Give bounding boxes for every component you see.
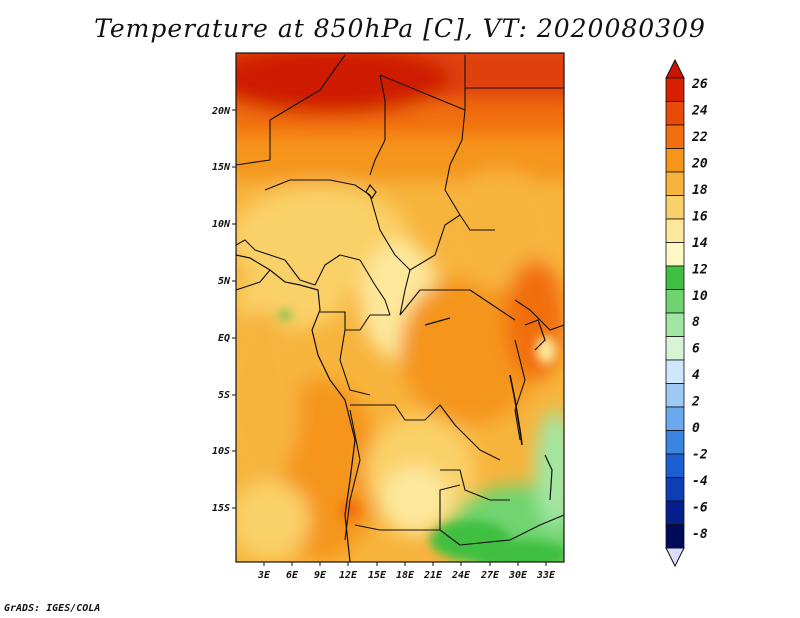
colorbar-label: 26 [691,77,708,92]
colorbar-over-triangle [665,58,685,79]
colorbar-label: 18 [692,183,708,198]
lat-tick-label: 5S [218,390,230,401]
lat-tick-label: 15S [212,503,230,514]
lon-tick-label: 9E [314,570,327,581]
colorbar-segment [665,383,685,408]
colorbar-segment [665,312,685,337]
colorbar-segment [665,336,685,361]
colorbar-segment [665,477,685,502]
colorbar-segment [665,195,685,220]
colorbar-label: 4 [692,368,700,383]
lon-tick-label: 12E [339,570,358,581]
lon-tick-label: 15E [368,570,387,581]
colorbar-label: 2 [691,395,700,410]
lon-tick-label: 3E [257,570,271,581]
lat-tick-label: 10N [212,219,231,230]
colorbar-segment [665,265,685,290]
lon-axis: 3E 6E 9E 12E 15E 18E 21E 24E 27E 30E 33E [257,562,556,581]
colorbar-segment [665,453,685,478]
colorbar-label: 16 [692,209,708,224]
lat-tick-label: 5N [218,276,231,287]
map-title: Temperature at 850hPa [C], VT: 202008030… [94,14,706,43]
lon-tick-label: 33E [536,570,556,581]
colorbar-label: -4 [692,474,708,489]
colorbar-segment [665,218,685,243]
lon-tick-label: 21E [423,570,443,581]
colorbar-label: 12 [692,262,708,277]
lon-tick-label: 30E [508,570,528,581]
colorbar-label: 6 [692,342,700,357]
lat-tick-label: 10S [212,446,230,457]
colorbar-label: 8 [692,315,700,330]
colorbar-segment [665,500,685,525]
lon-tick-label: 24E [451,570,471,581]
colorbar-segment [665,524,685,549]
colorbar-label: 24 [691,103,708,118]
lon-tick-label: 6E [286,570,299,581]
temperature-field [236,53,564,562]
colorbar-segment [665,289,685,314]
lon-tick-label: 18E [396,570,415,581]
lat-tick-label: EQ [218,333,230,344]
colorbar-label: -8 [692,527,708,542]
colorbar-label: 10 [692,289,708,304]
colorbar-label: 22 [691,130,708,145]
lat-axis: 20N 15N 10N 5N EQ 5S 10S 15S [211,106,236,514]
colorbar-label: 14 [692,236,708,251]
colorbar-segment [665,124,685,149]
colorbar-segment [665,101,685,126]
colorbar-label: 20 [691,156,708,171]
colorbar-segment [665,359,685,384]
colorbar-label: 0 [692,421,700,436]
colorbar-label: -6 [692,501,708,516]
colorbar-segment [665,430,685,455]
colorbar-label: -2 [692,448,708,463]
colorbar-segment [665,242,685,267]
grads-credit: GrADS: IGES/COLA [4,603,101,614]
lat-tick-label: 20N [211,106,231,117]
colorbar-segment [665,77,685,102]
coastlines [236,183,553,562]
country-borders [236,54,564,546]
colorbar-segment [665,148,685,173]
colorbar-under-triangle [665,547,685,568]
lon-tick-label: 27E [480,570,500,581]
map-frame [235,52,565,563]
colorbar-segment [665,406,685,431]
lat-tick-label: 15N [212,162,231,173]
colorbar-segment [665,171,685,196]
